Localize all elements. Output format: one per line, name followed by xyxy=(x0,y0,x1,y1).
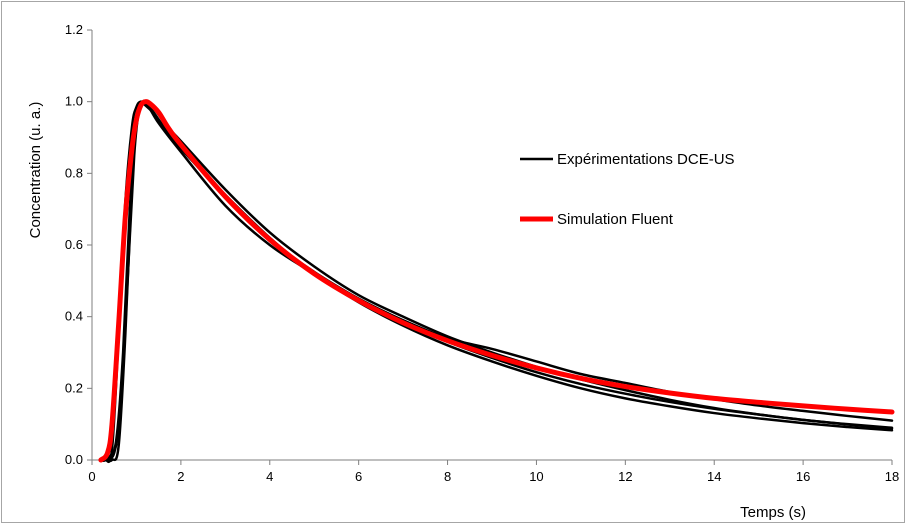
y-tick-label: 1.2 xyxy=(65,22,83,37)
series-line-simulation xyxy=(98,99,895,463)
y-tick-label: 1.0 xyxy=(65,94,83,109)
x-tick-label: 16 xyxy=(796,469,810,484)
y-tick-label: 0.0 xyxy=(65,452,83,467)
x-tick-label: 4 xyxy=(266,469,273,484)
axes xyxy=(91,30,892,461)
y-tick-label: 0.4 xyxy=(65,309,83,324)
y-axis-title: Concentration (u. a.) xyxy=(27,102,44,239)
legend-label-simulation: Simulation Fluent xyxy=(557,211,674,228)
series-layer xyxy=(98,99,895,464)
series-line-experiment-1 xyxy=(99,100,894,464)
x-axis-ticks: 0 2 4 6 8 10 12 14 16 18 xyxy=(88,460,899,484)
legend-label-experiment: Expérimentations DCE-US xyxy=(557,151,735,168)
y-axis-ticks: 0.0 0.2 0.4 0.6 0.8 1.0 1.2 xyxy=(65,22,92,467)
x-tick-label: 12 xyxy=(618,469,632,484)
x-tick-label: 8 xyxy=(444,469,451,484)
x-tick-label: 0 xyxy=(88,469,95,484)
x-tick-label: 10 xyxy=(529,469,543,484)
y-tick-label: 0.6 xyxy=(65,237,83,252)
series-line-experiment-2 xyxy=(101,99,894,462)
y-tick-label: 0.2 xyxy=(65,380,83,395)
x-tick-label: 18 xyxy=(885,469,899,484)
y-tick-label: 0.8 xyxy=(65,165,83,180)
legend: Expérimentations DCE-US Simulation Fluen… xyxy=(520,151,735,228)
x-axis-title: Temps (s) xyxy=(740,504,806,521)
x-tick-label: 6 xyxy=(355,469,362,484)
x-tick-label: 2 xyxy=(177,469,184,484)
x-tick-label: 14 xyxy=(707,469,721,484)
